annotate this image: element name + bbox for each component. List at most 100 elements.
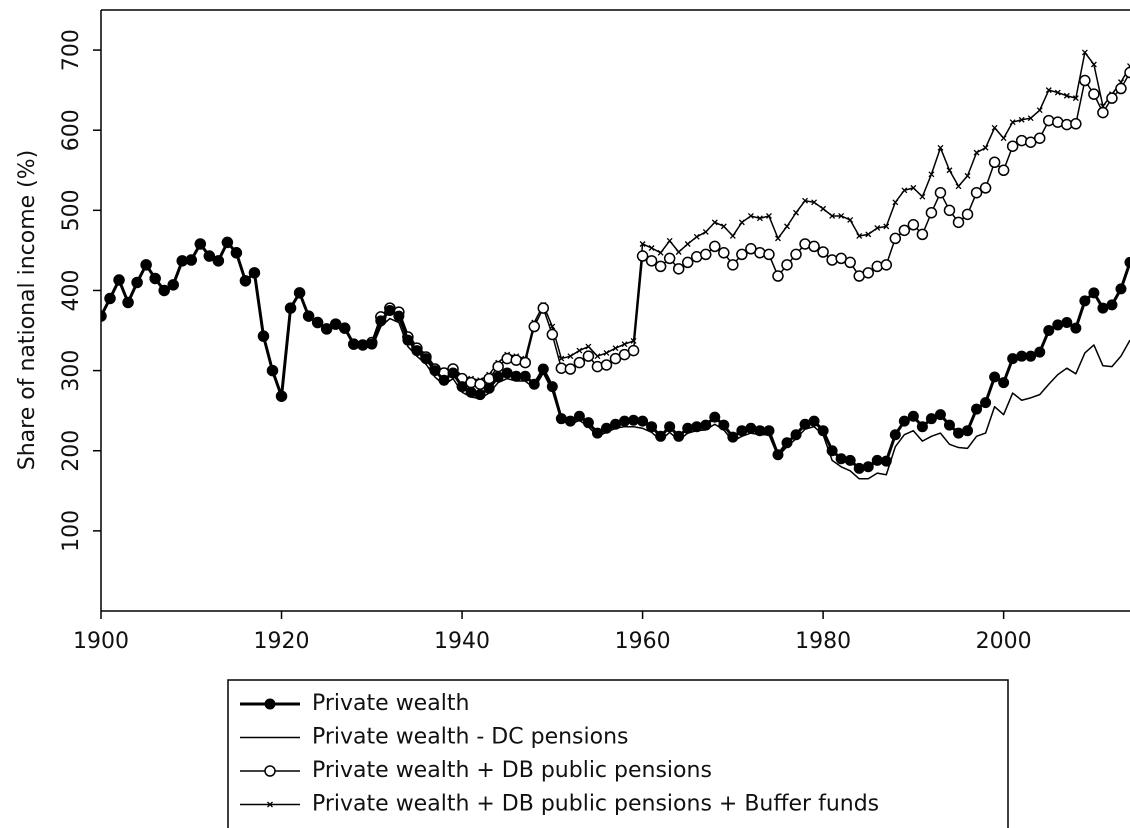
marker bbox=[980, 397, 992, 409]
marker bbox=[880, 455, 892, 467]
legend-label: Private wealth + DB public pensions + Bu… bbox=[312, 792, 879, 817]
marker bbox=[727, 259, 739, 271]
marker bbox=[847, 216, 854, 223]
legend-label: Private wealth - DC pensions bbox=[312, 725, 629, 750]
marker bbox=[907, 219, 920, 231]
marker bbox=[1033, 132, 1046, 144]
marker bbox=[537, 363, 549, 375]
marker bbox=[1106, 92, 1118, 104]
marker bbox=[1027, 115, 1034, 122]
marker bbox=[140, 259, 152, 271]
marker bbox=[772, 270, 784, 282]
marker bbox=[492, 360, 504, 373]
marker bbox=[998, 377, 1010, 389]
marker bbox=[979, 182, 992, 194]
marker bbox=[285, 302, 297, 314]
marker bbox=[862, 461, 874, 473]
marker bbox=[793, 209, 799, 216]
marker bbox=[474, 378, 486, 390]
marker bbox=[682, 422, 694, 434]
marker bbox=[257, 330, 269, 342]
marker bbox=[684, 241, 691, 247]
marker bbox=[131, 276, 143, 288]
marker bbox=[916, 228, 929, 241]
marker bbox=[856, 233, 863, 239]
marker bbox=[585, 343, 592, 350]
marker bbox=[811, 199, 818, 206]
marker bbox=[1052, 319, 1064, 331]
marker bbox=[267, 365, 278, 377]
x-tick-label: 1940 bbox=[434, 629, 490, 654]
marker bbox=[898, 224, 911, 237]
marker bbox=[122, 296, 134, 308]
legend-marker bbox=[264, 698, 276, 710]
marker bbox=[546, 328, 559, 341]
marker bbox=[1018, 116, 1025, 123]
marker bbox=[1072, 95, 1079, 102]
marker bbox=[573, 356, 586, 369]
marker bbox=[953, 427, 964, 439]
marker bbox=[639, 241, 646, 247]
marker bbox=[784, 223, 790, 230]
marker bbox=[546, 381, 558, 393]
marker bbox=[1034, 346, 1046, 358]
marker bbox=[736, 248, 748, 261]
marker bbox=[910, 184, 917, 191]
marker bbox=[591, 360, 604, 373]
marker bbox=[971, 403, 983, 415]
marker bbox=[420, 353, 432, 365]
y-tick-label: 200 bbox=[59, 430, 84, 472]
marker bbox=[997, 164, 1010, 177]
marker bbox=[853, 462, 865, 474]
legend-marker bbox=[267, 801, 273, 808]
marker bbox=[339, 322, 351, 334]
marker bbox=[709, 240, 721, 253]
marker bbox=[817, 425, 829, 437]
marker bbox=[348, 338, 360, 350]
marker bbox=[591, 427, 603, 439]
marker bbox=[167, 279, 179, 291]
marker bbox=[1009, 119, 1016, 126]
marker bbox=[1115, 283, 1127, 295]
marker bbox=[925, 206, 938, 219]
legend-marker bbox=[264, 765, 276, 777]
marker bbox=[1015, 134, 1028, 147]
marker bbox=[1025, 350, 1037, 362]
marker bbox=[483, 382, 495, 394]
y-tick-label: 600 bbox=[59, 109, 84, 151]
marker bbox=[973, 149, 980, 156]
marker bbox=[817, 246, 829, 258]
marker bbox=[991, 124, 998, 131]
marker bbox=[654, 260, 667, 273]
marker bbox=[528, 320, 541, 333]
marker bbox=[763, 248, 775, 261]
marker bbox=[865, 231, 872, 238]
marker bbox=[943, 204, 956, 217]
x-tick-label: 1960 bbox=[615, 629, 671, 654]
marker bbox=[555, 413, 567, 425]
marker bbox=[564, 415, 576, 427]
marker bbox=[600, 359, 613, 371]
marker bbox=[1106, 299, 1118, 311]
marker bbox=[754, 425, 766, 437]
marker bbox=[826, 254, 838, 266]
marker bbox=[221, 236, 233, 248]
marker bbox=[465, 386, 477, 398]
plot-area bbox=[101, 49, 1130, 480]
marker bbox=[239, 275, 251, 287]
marker bbox=[1007, 353, 1019, 365]
marker bbox=[1070, 118, 1082, 130]
marker bbox=[663, 252, 676, 265]
marker bbox=[672, 263, 685, 275]
marker bbox=[1090, 61, 1097, 68]
marker bbox=[1061, 317, 1073, 329]
marker bbox=[194, 238, 206, 250]
marker bbox=[925, 413, 937, 425]
marker bbox=[675, 249, 682, 255]
marker bbox=[303, 310, 315, 322]
marker bbox=[874, 225, 881, 231]
marker bbox=[567, 353, 574, 360]
marker bbox=[101, 310, 107, 322]
marker bbox=[763, 425, 775, 437]
marker bbox=[176, 255, 188, 267]
